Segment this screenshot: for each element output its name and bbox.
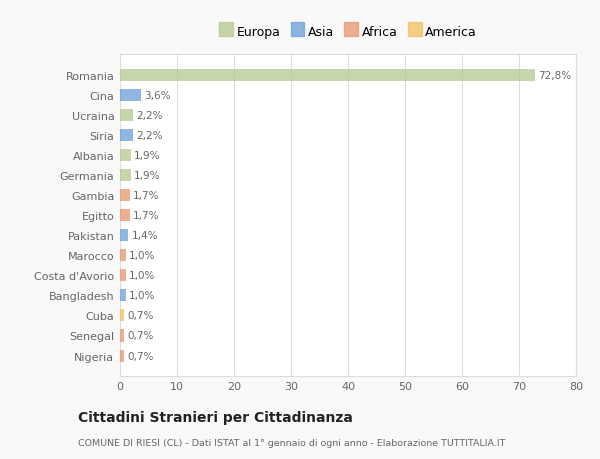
Text: 1,0%: 1,0% — [129, 251, 155, 261]
Text: 0,7%: 0,7% — [127, 311, 154, 321]
Text: 0,7%: 0,7% — [127, 351, 154, 361]
Bar — [120, 90, 140, 102]
Text: 1,4%: 1,4% — [131, 231, 158, 241]
Bar — [120, 170, 131, 182]
Bar — [120, 110, 133, 122]
Text: 0,7%: 0,7% — [127, 331, 154, 341]
Bar — [120, 150, 131, 162]
Bar — [120, 130, 133, 142]
Bar — [120, 210, 130, 222]
Bar — [120, 190, 130, 202]
Bar — [120, 350, 124, 362]
Text: COMUNE DI RIESI (CL) - Dati ISTAT al 1° gennaio di ogni anno - Elaborazione TUTT: COMUNE DI RIESI (CL) - Dati ISTAT al 1° … — [78, 438, 505, 448]
Text: 1,9%: 1,9% — [134, 151, 161, 161]
Text: Cittadini Stranieri per Cittadinanza: Cittadini Stranieri per Cittadinanza — [78, 411, 353, 425]
Text: 1,0%: 1,0% — [129, 291, 155, 301]
Bar — [120, 310, 124, 322]
Text: 1,7%: 1,7% — [133, 211, 160, 221]
Bar — [120, 70, 535, 82]
Bar — [120, 290, 126, 302]
Bar — [120, 250, 126, 262]
Text: 1,9%: 1,9% — [134, 171, 161, 181]
Text: 1,7%: 1,7% — [133, 191, 160, 201]
Text: 2,2%: 2,2% — [136, 131, 163, 141]
Text: 72,8%: 72,8% — [538, 71, 572, 81]
Text: 2,2%: 2,2% — [136, 111, 163, 121]
Text: 3,6%: 3,6% — [144, 91, 170, 101]
Text: 1,0%: 1,0% — [129, 271, 155, 281]
Legend: Europa, Asia, Africa, America: Europa, Asia, Africa, America — [219, 26, 477, 39]
Bar — [120, 330, 124, 342]
Bar — [120, 270, 126, 282]
Bar — [120, 230, 128, 242]
